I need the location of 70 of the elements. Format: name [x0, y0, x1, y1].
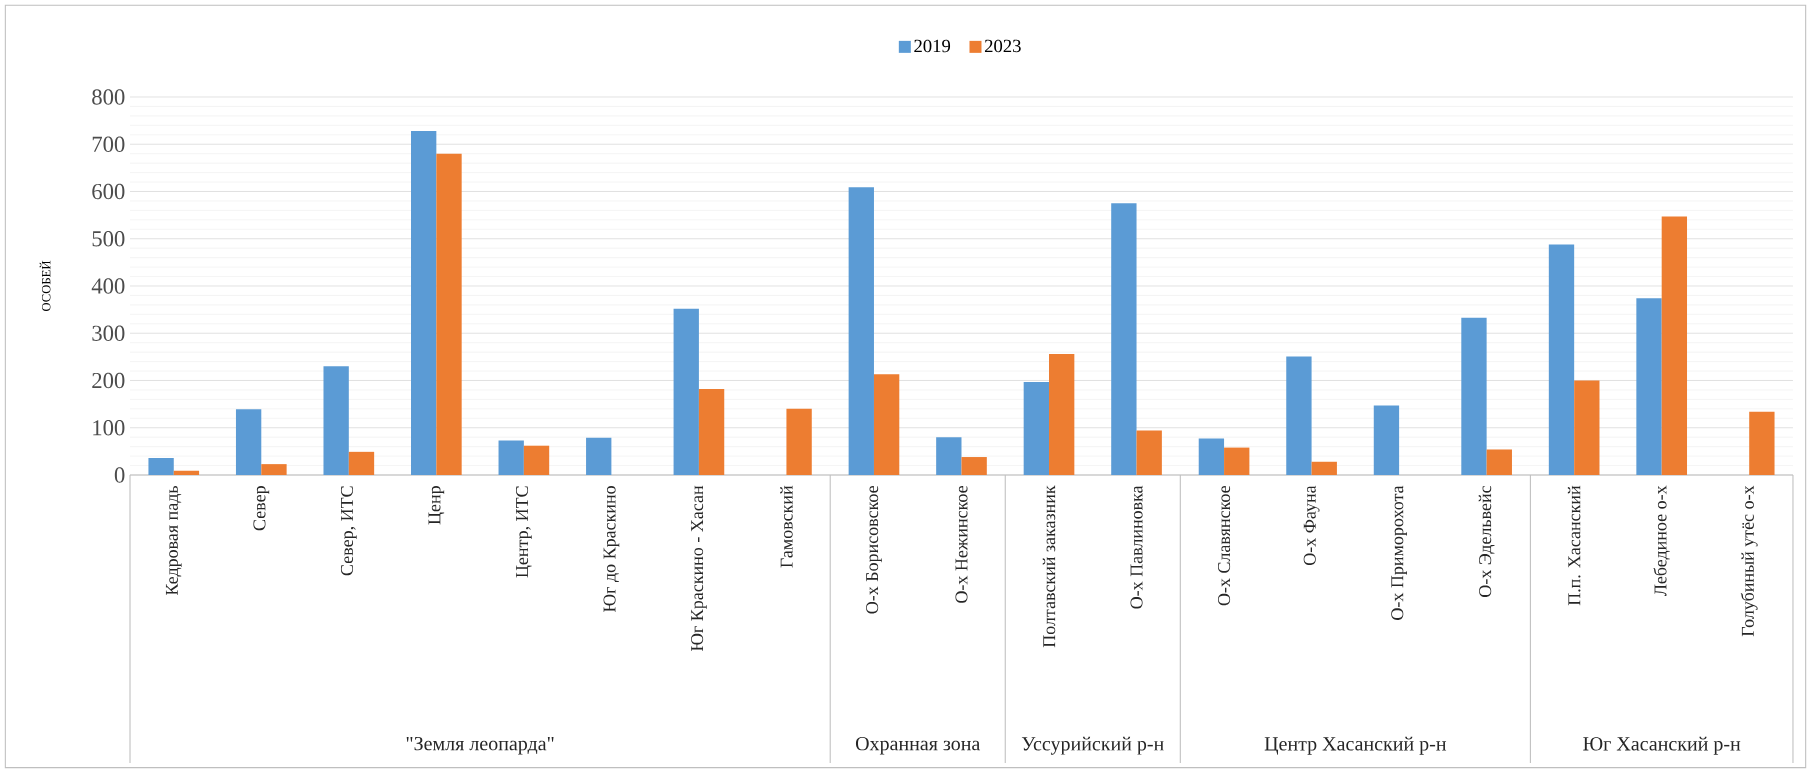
bar [1049, 354, 1075, 475]
bar [1136, 430, 1162, 475]
bar [936, 437, 962, 475]
y-tick-label: 800 [92, 89, 125, 105]
bar [1023, 381, 1050, 475]
x-tick-label: Ценр [428, 486, 445, 525]
bar [523, 445, 550, 475]
bar [1111, 203, 1137, 475]
bar [961, 457, 987, 475]
bar [848, 187, 874, 475]
bar [1286, 356, 1312, 475]
bar [436, 153, 462, 475]
x-tick-label: Лебединое о-х [1653, 485, 1670, 597]
x-tick-label: О-х Борисовское [866, 486, 882, 614]
bar [698, 389, 725, 475]
bar [1198, 438, 1225, 475]
y-tick-label: 600 [92, 183, 125, 200]
bar [411, 131, 437, 475]
x-tick-label: Север, ИТС [340, 486, 357, 576]
bar [1486, 449, 1512, 475]
text: Юг Хасанский р-н [1583, 736, 1741, 755]
y-tick-label: 200 [92, 372, 125, 389]
y-tick-label: 0 [114, 467, 125, 483]
text: Охранная зона [855, 736, 981, 755]
bar [1749, 411, 1775, 475]
x-tick-label: Полтавский заказник [1042, 485, 1056, 648]
y-axis-title: ОСОБЕЙ [39, 260, 51, 311]
x-tick-label: Юг до Краскино [603, 486, 620, 612]
legend-label: 2019 [914, 39, 951, 53]
bar [173, 470, 200, 475]
bar [1661, 216, 1688, 475]
bar [1636, 298, 1662, 475]
x-tick-label: О-х Фауна [1303, 485, 1320, 566]
bar [786, 408, 812, 475]
bar [1574, 380, 1600, 475]
x-tick-label: Голубиный утёс о-х [1740, 485, 1758, 637]
bar [348, 451, 375, 475]
x-tick-label: О-х Павлиновка [1130, 485, 1143, 609]
bar [1373, 405, 1400, 475]
legend-label: 2023 [984, 39, 1021, 53]
y-tick-label: 100 [93, 420, 125, 436]
x-tick-label: О-х Эдельвейс [1478, 485, 1495, 597]
x-tick-label: Кедровая падь [165, 485, 182, 596]
bar [1461, 317, 1487, 475]
text: Центр Хасанский р-н [1264, 736, 1447, 755]
y-tick-label: 500 [92, 231, 125, 247]
x-tick-label: П.п. Хасанский [1567, 485, 1581, 606]
bar [1311, 461, 1337, 475]
bar [148, 457, 174, 475]
bar [323, 366, 349, 475]
bar [498, 440, 524, 475]
bar [586, 437, 612, 475]
x-tick-label: Север [253, 486, 270, 531]
x-tick-label: О-х Славянское [1218, 486, 1231, 606]
bar [1548, 244, 1575, 475]
x-tick-label: О-х Нежинское [955, 486, 968, 603]
x-tick-label: Гамовский [780, 485, 793, 568]
x-tick-label: Центр, ИТС [515, 486, 532, 578]
y-tick-label: 700 [92, 136, 125, 152]
bar [261, 464, 287, 475]
bar [673, 308, 699, 475]
bar [873, 374, 900, 475]
bar [235, 409, 262, 475]
y-tick-label: 300 [92, 325, 125, 341]
text: "Земля леопарда" [406, 736, 554, 755]
y-tick-label: 400 [91, 278, 125, 294]
x-tick-label: Юг Краскино - Хасан [691, 485, 707, 652]
x-tick-label: О-х Приморохота [1391, 485, 1407, 620]
text: Уссурийский р-н [1021, 736, 1164, 755]
bar [1224, 447, 1250, 475]
